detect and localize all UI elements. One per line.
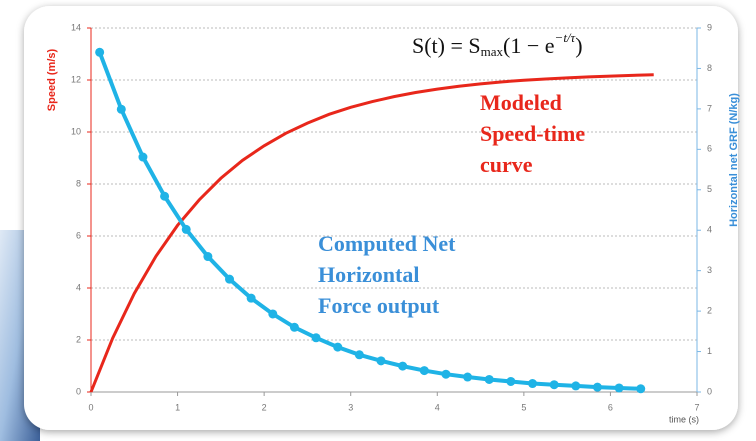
y2-tick-label: 1	[707, 346, 712, 356]
series-marker	[333, 342, 343, 352]
y2-tick-label: 2	[707, 305, 712, 315]
y2-tick-label: 7	[707, 103, 712, 113]
annotation: Computed Net	[318, 231, 456, 256]
series-marker	[289, 322, 299, 332]
series-marker	[160, 191, 170, 201]
y-tick-label: 6	[76, 230, 81, 240]
x-tick-label: 4	[435, 402, 440, 412]
y2-axis-label: Horizontal net GRF (N/kg)	[728, 93, 740, 227]
annotation: Force output	[318, 293, 440, 318]
series-marker	[138, 152, 148, 162]
series-marker	[116, 104, 126, 114]
series-marker	[225, 274, 235, 284]
y2-tick-label: 5	[707, 184, 712, 194]
series-marker	[506, 376, 516, 386]
series-marker	[203, 252, 213, 262]
series-marker	[268, 309, 278, 319]
x-tick-label: 3	[348, 402, 353, 412]
series-marker	[571, 381, 581, 391]
series-marker	[246, 293, 256, 303]
x-tick-label: 6	[608, 402, 613, 412]
y2-tick-label: 4	[707, 225, 712, 235]
x-tick-label: 2	[262, 402, 267, 412]
y-tick-label: 8	[76, 178, 81, 188]
series-marker	[484, 374, 494, 384]
y2-tick-label: 3	[707, 265, 712, 275]
series-marker	[549, 380, 559, 390]
y2-tick-label: 6	[707, 144, 712, 154]
series-marker	[398, 361, 408, 371]
series-marker	[95, 47, 105, 57]
annotation: curve	[480, 152, 533, 177]
formula-part: −t/τ	[555, 30, 577, 45]
series-marker	[636, 384, 646, 394]
y2-tick-label: 8	[707, 63, 712, 73]
formula-part: S(t) = S	[412, 33, 481, 58]
formula-part: max	[481, 44, 504, 59]
y-tick-label: 0	[76, 386, 81, 396]
x-tick-label: 5	[521, 402, 526, 412]
series-marker	[419, 366, 429, 376]
annotation: Modeled	[480, 90, 562, 115]
y2-tick-label: 0	[707, 386, 712, 396]
series-marker	[354, 350, 364, 360]
y-tick-label: 2	[76, 334, 81, 344]
y-tick-label: 12	[71, 74, 81, 84]
series-marker	[614, 383, 624, 393]
y-tick-label: 4	[76, 282, 81, 292]
series-marker	[463, 372, 473, 382]
x-axis-label: time (s)	[669, 414, 699, 424]
y2-tick-label: 9	[707, 22, 712, 32]
formula: S(t) = Smax(1 − e−t/τ)	[412, 30, 583, 59]
panel	[24, 6, 738, 430]
series-marker	[441, 369, 451, 379]
annotation: Speed-time	[480, 121, 585, 146]
annotation: Horizontal	[318, 262, 419, 287]
x-tick-label: 1	[175, 402, 180, 412]
series-marker	[311, 333, 321, 343]
series-marker	[181, 224, 191, 234]
y-axis-label: Speed (m/s)	[46, 48, 58, 111]
series-marker	[592, 382, 602, 392]
series-line	[89, 73, 654, 393]
formula-part: )	[575, 33, 582, 58]
x-tick-label: 0	[88, 402, 93, 412]
formula-part: (1 − e	[503, 33, 555, 58]
x-tick-label: 7	[694, 402, 699, 412]
y-tick-label: 14	[71, 22, 81, 32]
y-tick-label: 10	[71, 126, 81, 136]
series-marker	[376, 356, 386, 366]
series-marker	[528, 379, 538, 389]
